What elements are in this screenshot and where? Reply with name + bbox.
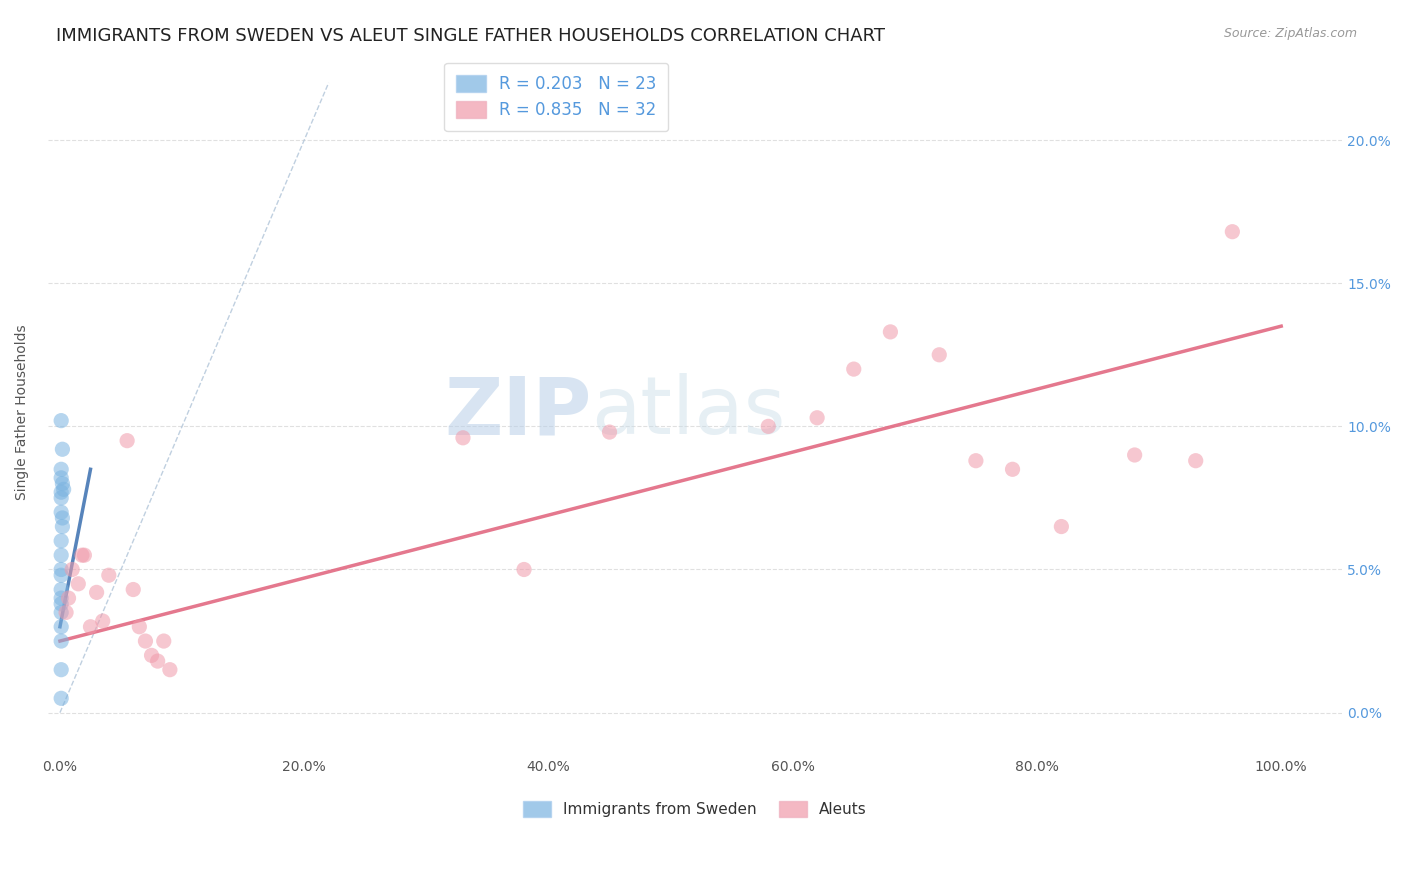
Point [51,491,73,505]
Point [965,453,987,467]
Point [51,582,73,597]
Point [51,414,73,428]
Point [67,576,90,591]
Point [55,606,77,620]
Point [51,511,73,525]
Point [86,585,108,599]
Point [51,562,73,576]
Point [51,663,73,677]
Point [91,614,114,628]
Point [51,620,73,634]
Point [58,591,80,606]
Point [51,442,73,457]
Point [928,348,950,362]
Point [51,691,73,706]
Point [159,663,181,677]
Point [842,362,865,376]
Point [152,634,174,648]
Point [756,419,779,434]
Point [60,562,83,576]
Point [51,634,73,648]
Point [51,505,73,519]
Text: atlas: atlas [592,373,786,451]
Point [146,654,169,668]
Point [141,648,163,663]
Point [51,597,73,611]
Point [128,620,150,634]
Point [52,483,75,497]
Point [51,471,73,485]
Point [1001,462,1024,476]
Point [51,533,73,548]
Point [51,591,73,606]
Point [115,434,138,448]
Point [51,568,73,582]
Point [73,548,96,562]
Text: ZIP: ZIP [444,373,592,451]
Point [1050,519,1073,533]
Point [51,462,73,476]
Point [806,410,828,425]
Y-axis label: Single Father Households: Single Father Households [15,324,30,500]
Point [79,620,101,634]
Point [451,431,474,445]
Point [51,606,73,620]
Point [51,485,73,500]
Point [70,548,93,562]
Point [122,582,145,597]
Point [51,476,73,491]
Point [1123,448,1146,462]
Point [1220,225,1243,239]
Point [97,568,120,582]
Text: IMMIGRANTS FROM SWEDEN VS ALEUT SINGLE FATHER HOUSEHOLDS CORRELATION CHART: IMMIGRANTS FROM SWEDEN VS ALEUT SINGLE F… [56,27,886,45]
Point [879,325,901,339]
Point [134,634,156,648]
Point [1184,453,1206,467]
Legend: Immigrants from Sweden, Aleuts: Immigrants from Sweden, Aleuts [517,796,873,823]
Point [51,548,73,562]
Point [51,519,73,533]
Text: Source: ZipAtlas.com: Source: ZipAtlas.com [1223,27,1357,40]
Point [513,562,536,576]
Point [599,425,621,439]
